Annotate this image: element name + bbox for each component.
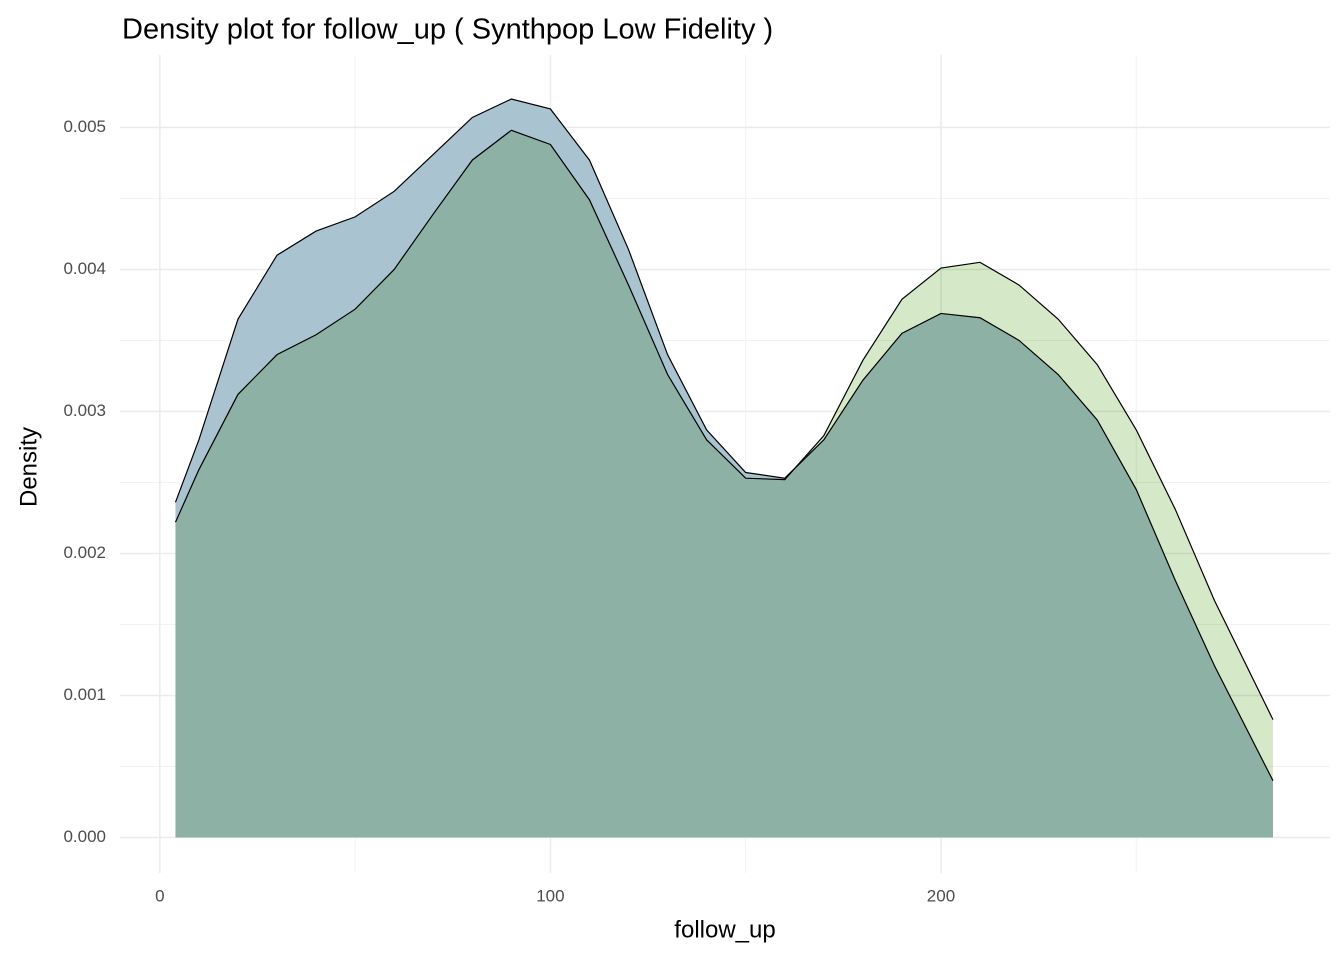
- density-area: [175, 130, 1273, 838]
- y-tick-label: 0.003: [63, 401, 106, 420]
- chart-title: Density plot for follow_up ( Synthpop Lo…: [122, 14, 773, 46]
- density-line: [174, 129, 1274, 720]
- y-tick-label: 0.001: [63, 685, 106, 704]
- density-line: [174, 98, 1274, 781]
- y-tick-label: 0.000: [63, 827, 106, 846]
- y-tick-label: 0.004: [63, 259, 106, 278]
- x-axis-title: follow_up: [674, 916, 775, 943]
- y-axis-title: Density: [15, 427, 42, 507]
- y-tick-label: 0.005: [63, 117, 106, 136]
- y-tick-label: 0.002: [63, 543, 106, 562]
- x-tick-label: 100: [536, 886, 564, 905]
- x-tick-label: 0: [155, 886, 164, 905]
- x-tick-label: 200: [927, 886, 955, 905]
